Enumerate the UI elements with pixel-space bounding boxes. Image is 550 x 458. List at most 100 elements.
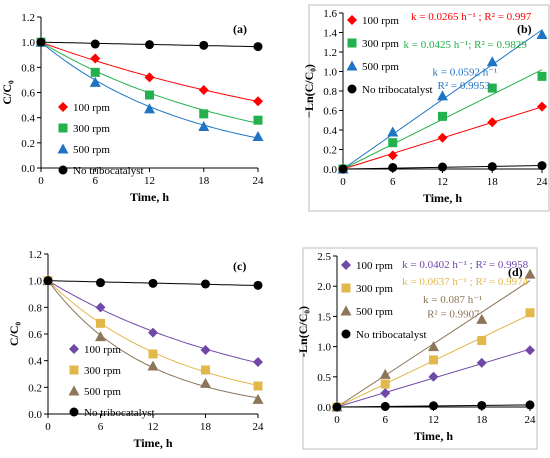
fit-annotation: k = 0.0265 h⁻¹ ; R² = 0.997 — [411, 11, 532, 23]
y-tick-label: 1.0 — [21, 37, 35, 49]
data-point — [388, 138, 398, 148]
panel-border — [302, 247, 538, 450]
data-point — [429, 401, 438, 411]
panel-c: 0.0 0.2 0.4 0.6 0.8 1.0 1.2 0 6 12 18 24 Time, h C/C₀… — [7, 249, 264, 450]
data-point — [477, 336, 487, 346]
data-point — [199, 109, 209, 119]
y-tick-label: 0.4 — [21, 113, 35, 125]
data-point — [96, 318, 105, 328]
data-point — [253, 381, 263, 391]
legend-label: No tribocatalyst — [73, 165, 144, 177]
legend-label: 500 rpm — [73, 144, 110, 156]
data-point — [338, 164, 348, 174]
legend-marker — [58, 123, 68, 133]
data-point — [43, 276, 53, 286]
y-tick-label: 1.0 — [317, 342, 331, 354]
legend-label: 300 rpm — [73, 123, 110, 135]
data-point — [525, 308, 535, 318]
data-point — [148, 327, 158, 338]
fit-annotation: k = 0.0592 h⁻¹ — [433, 66, 498, 78]
data-point — [487, 162, 497, 172]
y-axis-title: −Ln(C/C₀) — [302, 64, 316, 118]
data-point — [537, 71, 547, 81]
x-tick-label: 6 — [93, 175, 99, 187]
y-tick-label: 0.5 — [317, 372, 331, 384]
fit-annotation: k = 0.0637 h⁻¹ ; R² = 0.9974 — [402, 276, 528, 288]
data-point — [524, 268, 536, 279]
legend-label: 300 rpm — [84, 365, 121, 377]
data-point — [253, 115, 263, 125]
data-point — [147, 360, 159, 371]
y-tick-label: 2.0 — [317, 281, 331, 293]
x-tick-label: 0 — [45, 421, 51, 433]
fit-annotation: k = 0.0425 h⁻¹; R² = 0.9829 — [404, 39, 528, 51]
legend-marker — [58, 165, 68, 175]
x-tick-label: 0 — [334, 414, 340, 426]
x-axis-title: Time, h — [423, 191, 462, 205]
data-point — [148, 278, 158, 288]
data-point — [144, 72, 155, 83]
y-tick-label: 1.5 — [317, 311, 331, 323]
panel-b: 0.0 0.2 0.4 0.6 0.8 1.0 1.2 1.4 1.6 0 6 12 18 24 Time,… — [302, 4, 550, 212]
legend-marker — [68, 385, 80, 396]
data-point — [95, 302, 106, 313]
data-point — [200, 345, 211, 355]
data-point — [201, 365, 210, 375]
x-tick-label: 18 — [487, 176, 499, 188]
legend-marker — [341, 260, 351, 270]
y-tick-label: 0.2 — [21, 138, 35, 150]
data-point — [536, 28, 548, 39]
data-point — [476, 357, 487, 368]
legend-marker — [69, 365, 79, 375]
panel-border — [308, 4, 550, 212]
legend-marker — [347, 38, 357, 48]
panel-label: (a) — [233, 22, 247, 36]
y-axis-title: C/C₀ — [7, 321, 21, 346]
legend-label: 500 rpm — [84, 386, 121, 398]
y-tick-label: 0.8 — [28, 302, 42, 314]
panel-a: 0.0 0.2 0.4 0.6 0.8 1.0 1.2 0 6 12 18 24 Time, h C/C₀… — [0, 12, 264, 204]
legend-marker — [340, 305, 352, 316]
legend-label: No tribocatalyst — [356, 329, 427, 341]
data-point — [95, 331, 106, 342]
x-tick-label: 24 — [253, 175, 265, 187]
legend-label: 300 rpm — [362, 38, 399, 50]
x-tick-label: 12 — [437, 176, 448, 188]
x-tick-label: 12 — [428, 414, 439, 426]
x-tick-label: 6 — [383, 414, 389, 426]
y-tick-label: 0.6 — [21, 88, 35, 100]
data-point — [437, 132, 448, 143]
legend-label: 100 rpm — [73, 102, 110, 114]
x-tick-label: 12 — [148, 421, 159, 433]
legend-marker — [341, 329, 351, 339]
x-tick-label: 12 — [144, 175, 155, 187]
data-point — [487, 117, 498, 128]
x-tick-label: 6 — [98, 421, 104, 433]
x-tick-label: 0 — [38, 175, 44, 187]
data-point — [253, 280, 263, 290]
x-axis-title: Time, h — [130, 190, 169, 204]
fit-annotation: R² = 0.9953 — [438, 80, 491, 92]
data-point — [145, 90, 154, 100]
y-axis-title: C/C₀ — [0, 80, 14, 105]
x-tick-label: 18 — [198, 175, 210, 187]
legend-label: 300 rpm — [356, 283, 393, 295]
data-point — [90, 39, 100, 49]
data-point — [428, 341, 439, 352]
y-tick-label: 1.6 — [323, 8, 337, 20]
y-tick-label: 1.0 — [28, 276, 42, 288]
data-point — [476, 313, 488, 324]
legend-marker — [58, 102, 68, 112]
y-tick-label: 0.2 — [323, 145, 337, 157]
data-point — [379, 368, 391, 379]
legend-label: 500 rpm — [356, 306, 393, 318]
data-point — [252, 393, 264, 404]
data-point — [438, 162, 447, 172]
legend-marker — [347, 84, 357, 94]
y-tick-label: 0.2 — [28, 382, 42, 394]
legend-marker — [69, 407, 79, 417]
data-point — [438, 111, 447, 121]
x-axis-title: Time, h — [414, 429, 453, 443]
y-tick-label: 1.0 — [323, 67, 337, 79]
y-tick-label: 1.4 — [323, 28, 337, 40]
